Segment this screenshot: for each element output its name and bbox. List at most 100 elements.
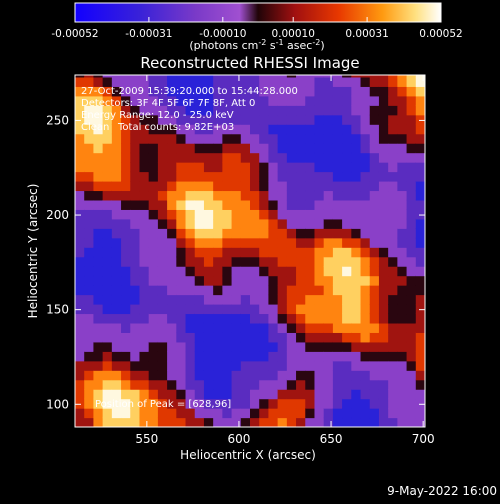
heatmap-cell — [93, 95, 104, 106]
heatmap-cell — [342, 237, 352, 248]
heatmap-cell — [176, 218, 187, 229]
heatmap-cell — [213, 162, 223, 173]
heatmap-cell — [213, 285, 223, 296]
heatmap-cell — [342, 180, 352, 192]
heatmap-cell — [369, 360, 380, 371]
heatmap-cell — [148, 133, 159, 144]
heatmap-cell — [360, 247, 371, 258]
heatmap-cell — [378, 143, 389, 154]
heatmap-cell — [360, 303, 371, 315]
heatmap-cell — [250, 105, 260, 116]
heatmap-cell — [360, 379, 371, 390]
heatmap-cell — [176, 275, 187, 286]
heatmap-cell — [314, 209, 325, 220]
heatmap-cell — [277, 417, 288, 427]
heatmap-cell — [121, 370, 131, 381]
heatmap-cell — [305, 322, 316, 333]
heatmap-cell — [314, 76, 325, 87]
heatmap-cell — [286, 275, 297, 286]
heatmap-cell — [167, 86, 177, 97]
heatmap-cell — [323, 360, 334, 371]
heatmap-cell — [323, 133, 334, 144]
heatmap-cell — [397, 105, 408, 116]
heatmap-cell — [75, 389, 85, 400]
heatmap-cell — [240, 389, 251, 400]
heatmap-cell — [130, 341, 141, 352]
heatmap-cell — [360, 417, 371, 427]
heatmap-cell — [286, 313, 297, 324]
heatmap-cell — [157, 285, 168, 296]
heatmap-cell — [314, 218, 325, 229]
heatmap-cell — [231, 332, 242, 343]
heatmap-cell — [277, 332, 288, 343]
heatmap-cell — [222, 95, 233, 106]
heatmap-cell — [268, 162, 279, 173]
heatmap-cell — [360, 75, 371, 78]
heatmap-cell — [231, 247, 242, 258]
heatmap-cell — [194, 322, 205, 333]
heatmap-cell — [406, 124, 417, 135]
heatmap-cell — [388, 247, 398, 258]
heatmap-cell — [250, 76, 260, 87]
heatmap-cell — [323, 379, 334, 390]
heatmap-cell — [222, 275, 233, 286]
heatmap-cell — [378, 95, 389, 106]
heatmap-cell — [139, 114, 150, 125]
heatmap-cell — [342, 114, 352, 125]
heatmap-cell — [111, 360, 122, 371]
heatmap-cell — [139, 171, 150, 182]
heatmap-cell — [213, 199, 223, 210]
heatmap-cell — [406, 162, 417, 173]
heatmap-cell — [277, 86, 288, 97]
heatmap-cell — [286, 417, 297, 427]
heatmap-cell — [121, 408, 131, 419]
heatmap-cell — [360, 389, 371, 400]
heatmap-cell — [111, 162, 122, 173]
heatmap-cell — [102, 105, 113, 116]
heatmap-cell — [259, 199, 270, 210]
heatmap-cell — [167, 341, 177, 352]
heatmap-cell — [130, 143, 141, 154]
heatmap-cell — [240, 370, 251, 381]
heatmap-cell — [415, 190, 425, 201]
heatmap-cell — [130, 332, 141, 343]
heatmap-cell — [305, 351, 316, 362]
heatmap-cell — [111, 152, 122, 163]
heatmap-cell — [194, 360, 205, 371]
heatmap-cell — [397, 209, 408, 220]
heatmap-cell — [323, 341, 334, 352]
heatmap-cell — [157, 389, 168, 400]
heatmap-cell — [93, 275, 104, 286]
heatmap-cell — [75, 322, 85, 333]
heatmap-cell — [250, 417, 260, 427]
heatmap-cell — [305, 180, 316, 192]
heatmap-cell — [286, 180, 297, 192]
heatmap-cell — [397, 75, 408, 78]
heatmap-cell — [305, 143, 316, 154]
heatmap-cell — [360, 266, 371, 277]
heatmap-cell — [388, 133, 398, 144]
heatmap-cell — [213, 256, 223, 267]
heatmap-cell — [176, 360, 187, 371]
heatmap-cell — [351, 351, 362, 362]
x-tick-label: 700 — [412, 432, 435, 446]
heatmap-cell — [194, 171, 205, 182]
heatmap-cell — [240, 275, 251, 286]
heatmap-cell — [323, 266, 334, 277]
heatmap-cell — [213, 294, 223, 305]
heatmap-cell — [93, 105, 104, 116]
heatmap-cell — [176, 209, 187, 220]
heatmap-cell — [111, 285, 122, 296]
heatmap-cell — [369, 256, 380, 267]
heatmap-cell — [148, 114, 159, 125]
heatmap-cell — [194, 398, 205, 409]
heatmap-cell — [93, 199, 104, 210]
heatmap-cell — [121, 360, 131, 371]
heatmap-cell — [397, 398, 408, 409]
heatmap-cell — [231, 133, 242, 144]
heatmap-cell — [378, 294, 389, 305]
heatmap-cell — [240, 351, 251, 362]
heatmap-cell — [185, 152, 196, 163]
heatmap-cell — [167, 285, 177, 296]
heatmap-cell — [415, 75, 425, 78]
